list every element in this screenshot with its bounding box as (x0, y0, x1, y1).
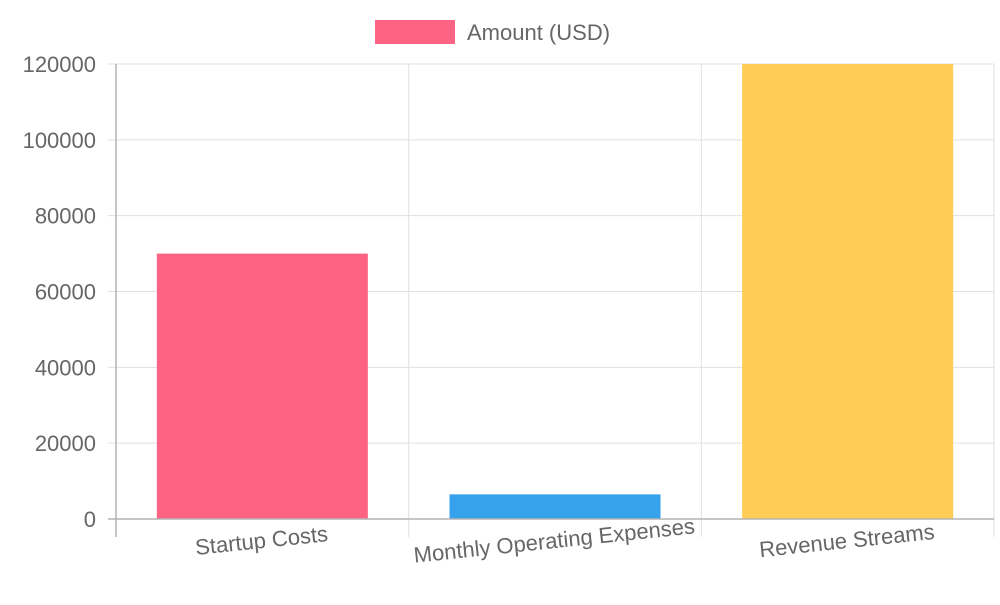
legend[interactable]: Amount (USD) (375, 20, 610, 45)
legend-swatch[interactable] (375, 20, 455, 44)
bar-revenue-streams[interactable] (742, 64, 954, 519)
y-tick-label: 40000 (35, 355, 96, 380)
y-tick-label: 100000 (23, 128, 96, 153)
y-axis-ticks: 0 20000 40000 60000 80000 100000 120000 (23, 52, 96, 532)
y-tick-label: 60000 (35, 280, 96, 305)
x-axis-labels: Startup Costs Monthly Operating Expenses R… (194, 513, 936, 567)
y-tick-label: 80000 (35, 204, 96, 229)
y-tick-label: 120000 (23, 52, 96, 77)
x-tick-label: Startup Costs (194, 521, 329, 560)
bar-startup-costs[interactable] (156, 253, 368, 520)
bar-monthly-operating-expenses[interactable] (449, 494, 661, 519)
bars-layer (156, 64, 954, 520)
x-tick-label: Monthly Operating Expenses (412, 513, 696, 567)
legend-label[interactable]: Amount (USD) (467, 20, 610, 45)
axes-layer (108, 64, 994, 537)
y-tick-label: 0 (84, 507, 96, 532)
x-tick-label: Revenue Streams (758, 519, 936, 562)
y-tick-label: 20000 (35, 431, 96, 456)
